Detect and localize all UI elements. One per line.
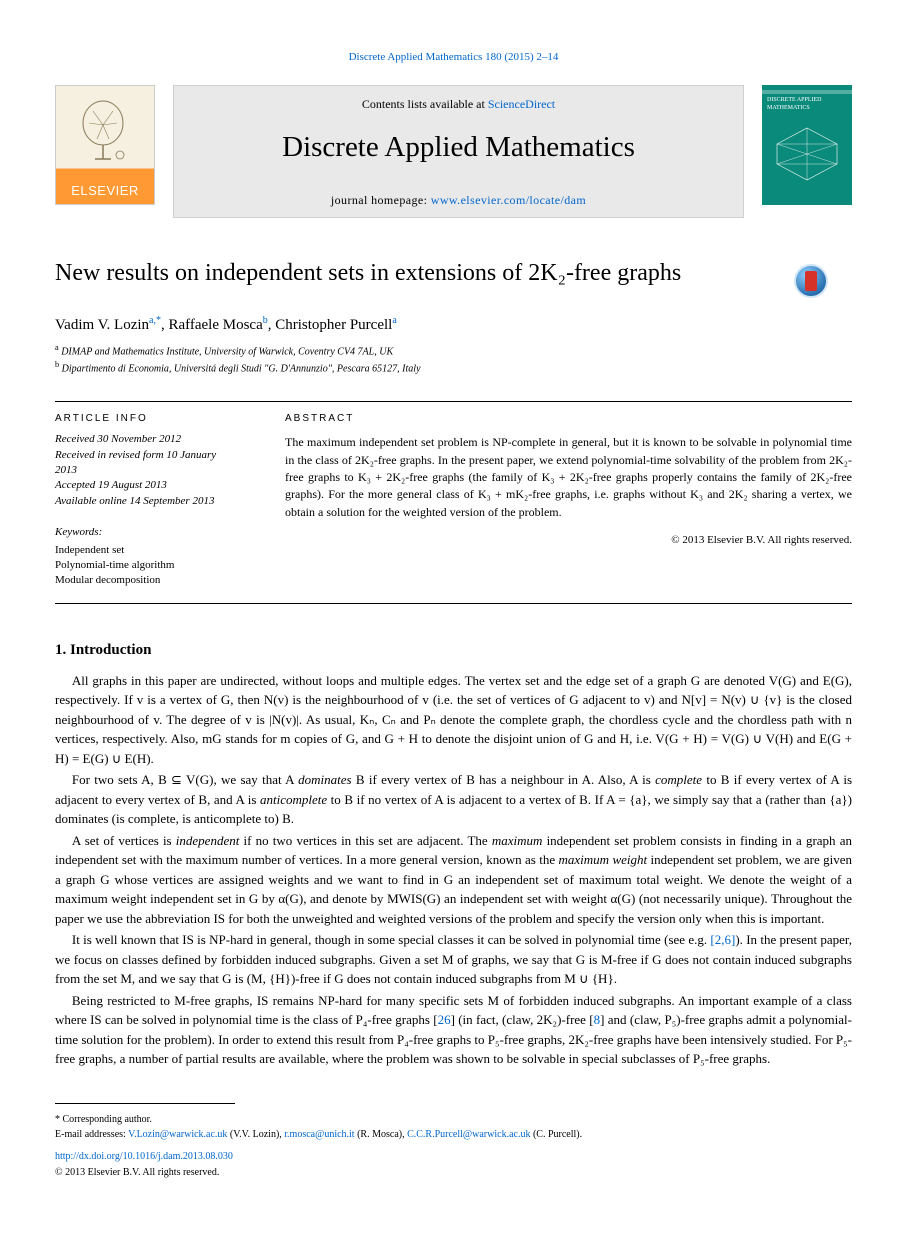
history-accepted: Accepted 19 August 2013 [55, 478, 255, 493]
email-purcell[interactable]: C.C.R.Purcell@warwick.ac.uk [407, 1129, 530, 1140]
email-lead: E-mail addresses: [55, 1129, 128, 1140]
p3b: if no two vertices in this set are adjac… [239, 833, 492, 848]
ref-26[interactable]: 26 [438, 1012, 451, 1027]
masthead: ELSEVIER Contents lists available at Sci… [55, 85, 852, 217]
keyword-1: Independent set [55, 543, 255, 558]
doi-line: http://dx.doi.org/10.1016/j.dam.2013.08.… [55, 1150, 852, 1164]
ref-2-6[interactable]: [2,6] [710, 932, 735, 947]
crossmark-icon[interactable] [794, 264, 828, 298]
history-revised: Received in revised form 10 January [55, 448, 255, 463]
intro-p1: All graphs in this paper are undirected,… [55, 671, 852, 769]
history-received: Received 30 November 2012 [55, 432, 255, 447]
p2-domi: dominates [298, 772, 351, 787]
cover-title: DISCRETE APPLIED MATHEMATICS [767, 97, 847, 111]
p3a: A set of vertices is [72, 833, 176, 848]
p2-anti: anticomplete [260, 792, 327, 807]
section-1-body: All graphs in this paper are undirected,… [55, 671, 852, 1069]
history-revised2: 2013 [55, 463, 255, 478]
keywords-head: Keywords: [55, 525, 255, 540]
keywords-list: Independent set Polynomial-time algorith… [55, 543, 255, 589]
running-head: Discrete Applied Mathematics 180 (2015) … [55, 50, 852, 65]
journal-homepage-line: journal homepage: www.elsevier.com/locat… [194, 192, 723, 209]
section-1-heading: 1. Introduction [55, 640, 852, 661]
article-info-col: ARTICLE INFO Received 30 November 2012 R… [55, 402, 255, 589]
p4a: It is well known that IS is NP-hard in g… [72, 932, 711, 947]
journal-info-box: Contents lists available at ScienceDirec… [173, 85, 744, 217]
affil-a: DIMAP and Mathematics Institute, Univers… [59, 346, 393, 357]
abstract-copyright: © 2013 Elsevier B.V. All rights reserved… [285, 533, 852, 548]
keyword-2: Polynomial-time algorithm [55, 558, 255, 573]
homepage-pre: journal homepage: [331, 193, 431, 207]
p2-comp: complete [655, 772, 702, 787]
abstract-text: The maximum independent set problem is N… [285, 434, 852, 521]
email-mosca[interactable]: r.mosca@unich.it [284, 1129, 354, 1140]
email-line: E-mail addresses: V.Lozin@warwick.ac.uk … [55, 1127, 852, 1142]
corresponding-author: * Corresponding author. [55, 1112, 852, 1127]
intro-p2: For two sets A, B ⊆ V(G), we say that A … [55, 770, 852, 829]
keyword-3: Modular decomposition [55, 573, 255, 588]
article-history: Received 30 November 2012 Received in re… [55, 432, 255, 509]
copyright-bottom: © 2013 Elsevier B.V. All rights reserved… [55, 1166, 852, 1180]
email-lozin[interactable]: V.Lozin@warwick.ac.uk [128, 1129, 227, 1140]
elsevier-tree-icon [56, 86, 154, 178]
affil-b: Dipartimento di Economia, Universitá deg… [59, 364, 420, 375]
intro-p3: A set of vertices is independent if no t… [55, 831, 852, 929]
footnotes: * Corresponding author. E-mail addresses… [55, 1112, 852, 1142]
sciencedirect-link[interactable]: ScienceDirect [488, 97, 555, 111]
email-lozin-who: (V.V. Lozin), [227, 1129, 284, 1140]
email-purcell-who: (C. Purcell). [530, 1129, 582, 1140]
elsevier-wordmark: ELSEVIER [56, 178, 154, 204]
elsevier-logo[interactable]: ELSEVIER [55, 85, 155, 205]
author-3: , Christopher Purcell [268, 317, 393, 333]
p2a: For two sets A, B ⊆ V(G), we say that A [72, 772, 298, 787]
affiliations: a DIMAP and Mathematics Institute, Unive… [55, 342, 852, 378]
abstract-col: ABSTRACT The maximum independent set pro… [285, 402, 852, 589]
author-3-affil: a [392, 315, 396, 326]
author-1: Vadim V. Lozin [55, 317, 149, 333]
intro-p4: It is well known that IS is NP-hard in g… [55, 930, 852, 989]
article-info-head: ARTICLE INFO [55, 412, 255, 426]
abstract-head: ABSTRACT [285, 412, 852, 426]
p5b: ] (in fact, (claw, 2K₂)-free [ [451, 1012, 594, 1027]
author-2: , Raffaele Mosca [161, 317, 263, 333]
authors-line: Vadim V. Lozina,*, Raffaele Moscab, Chri… [55, 314, 852, 336]
p3-mis: maximum [492, 833, 543, 848]
email-mosca-who: (R. Mosca), [355, 1129, 408, 1140]
journal-homepage-link[interactable]: www.elsevier.com/locate/dam [431, 193, 586, 207]
author-1-affil: a,* [149, 315, 161, 326]
intro-p5: Being restricted to M-free graphs, IS re… [55, 991, 852, 1069]
p3-mwis: maximum weight [559, 852, 648, 867]
journal-title: Discrete Applied Mathematics [194, 127, 723, 168]
contents-pre: Contents lists available at [362, 97, 488, 111]
history-online: Available online 14 September 2013 [55, 494, 255, 509]
article-title: New results on independent sets in exten… [55, 258, 695, 288]
doi-link[interactable]: http://dx.doi.org/10.1016/j.dam.2013.08.… [55, 1151, 233, 1162]
contents-available-line: Contents lists available at ScienceDirec… [194, 96, 723, 113]
journal-cover-thumb[interactable]: DISCRETE APPLIED MATHEMATICS [762, 85, 852, 205]
footnote-rule [55, 1103, 235, 1108]
p2b: B if every vertex of B has a neighbour i… [352, 772, 656, 787]
p3-indep: independent [176, 833, 240, 848]
